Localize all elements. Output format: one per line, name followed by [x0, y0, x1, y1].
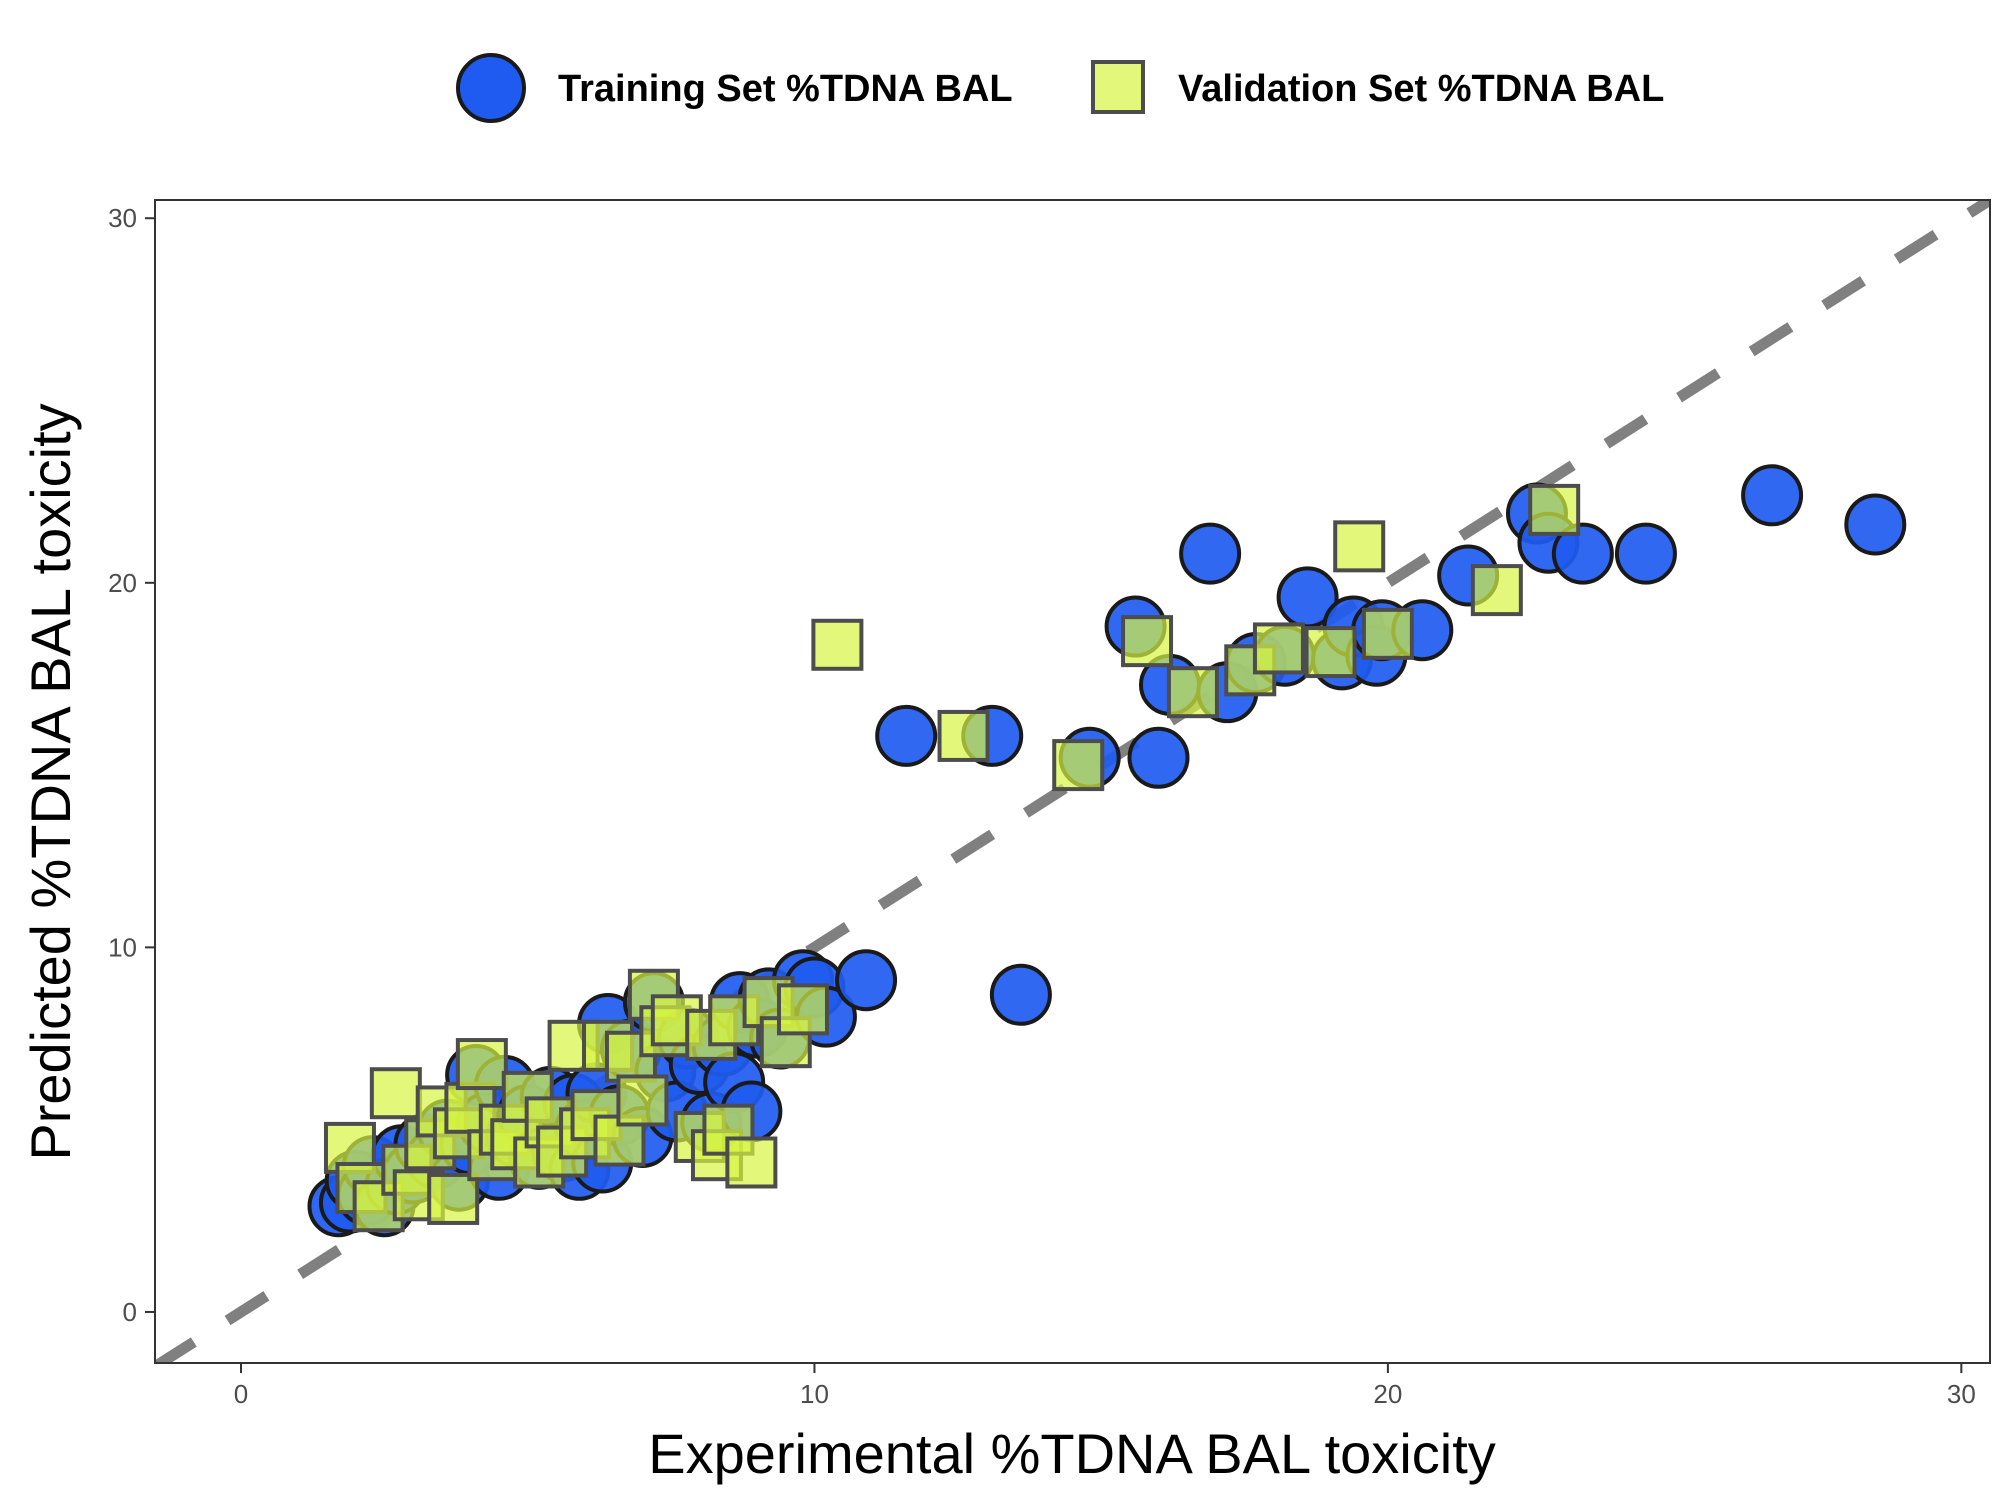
y-tick-label: 10 — [108, 932, 137, 962]
plot-panel-border — [154, 199, 1991, 1364]
validation-point — [1052, 739, 1105, 792]
training-point — [1614, 522, 1677, 585]
legend-swatch-validation — [1091, 60, 1145, 114]
validation-point — [1333, 520, 1386, 573]
validation-points — [323, 483, 1581, 1233]
x-tick-label: 20 — [1373, 1379, 1402, 1409]
x-tick-label: 10 — [800, 1379, 829, 1409]
validation-point — [1361, 607, 1414, 660]
training-point — [1844, 493, 1907, 556]
legend-label-validation: Validation Set %TDNA BAL — [1178, 68, 1664, 110]
validation-point — [1470, 564, 1523, 617]
x-axis: 0 10 20 30 — [234, 1363, 1976, 1409]
training-point — [875, 704, 938, 767]
legend-label-training: Training Set %TDNA BAL — [558, 68, 1013, 110]
legend-swatch-training — [456, 53, 526, 123]
training-point — [1741, 464, 1804, 527]
validation-point — [1252, 622, 1305, 675]
y-axis: 0 10 20 30 — [108, 203, 155, 1327]
validation-point — [937, 709, 990, 762]
y-tick-label: 30 — [108, 203, 137, 233]
training-point — [835, 949, 898, 1012]
validation-point — [369, 1067, 422, 1120]
y-tick-label: 0 — [123, 1297, 137, 1327]
validation-point — [427, 1172, 480, 1225]
validation-point — [616, 1074, 669, 1127]
training-point — [989, 963, 1052, 1026]
validation-point — [811, 618, 864, 671]
validation-point — [1121, 615, 1174, 668]
validation-point — [455, 1038, 508, 1091]
training-point — [1179, 522, 1242, 585]
training-point — [1551, 522, 1614, 585]
x-axis-title: Experimental %TDNA BAL toxicity — [648, 1422, 1496, 1485]
y-axis-title: Predicted %TDNA BAL toxicity — [19, 403, 82, 1160]
legend: Training Set %TDNA BAL Validation Set %T… — [456, 53, 1664, 123]
x-tick-label: 0 — [234, 1379, 248, 1409]
validation-point — [1304, 626, 1357, 679]
validation-point — [1166, 666, 1219, 719]
validation-point — [725, 1136, 778, 1189]
y-tick-label: 20 — [108, 568, 137, 598]
validation-point — [776, 983, 829, 1036]
training-point — [1127, 726, 1190, 789]
x-tick-label: 30 — [1947, 1379, 1976, 1409]
validation-point — [1528, 483, 1581, 536]
